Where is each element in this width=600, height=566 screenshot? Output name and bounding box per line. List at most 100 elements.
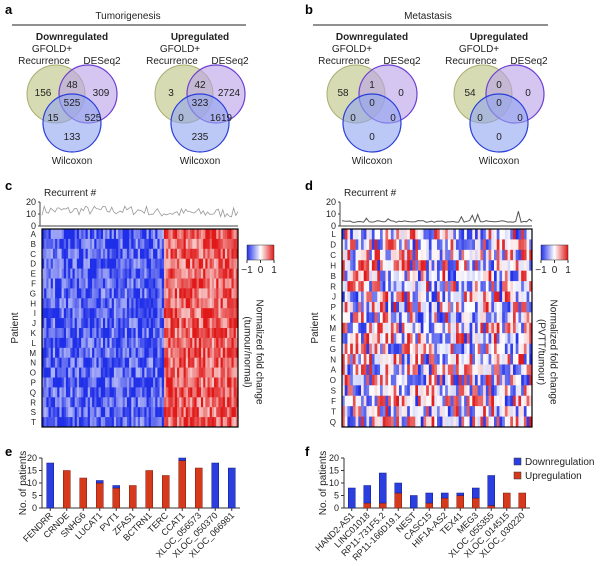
bar-downregulation-CCAT1	[178, 457, 186, 461]
heatmap-cell	[483, 229, 487, 240]
heatmap-cell	[491, 312, 495, 324]
heatmap-cell	[218, 308, 221, 319]
heatmap-cell	[126, 417, 130, 428]
heatmap-cell	[163, 258, 167, 269]
heatmap-cell	[102, 258, 106, 269]
heatmap-cell	[377, 333, 381, 344]
heatmap-cell	[404, 364, 408, 376]
heatmap-cell	[445, 239, 449, 251]
heatmap-cell	[150, 357, 154, 368]
heatmap-cell	[79, 397, 82, 408]
heatmap-cell	[48, 347, 52, 358]
heatmap-cell	[412, 333, 416, 344]
venn-count-only_g: 58	[337, 88, 349, 99]
heatmap-cell	[48, 248, 52, 259]
heatmap-cell	[107, 238, 110, 250]
heatmap-cell	[214, 229, 217, 240]
heatmap-cell	[377, 343, 381, 355]
heatmap-cell	[233, 397, 237, 408]
heatmap-cell	[159, 328, 163, 339]
heatmap-cell	[187, 357, 191, 368]
heatmap-cell	[59, 268, 62, 279]
heatmap-cell	[111, 258, 115, 269]
heatmap-cell	[146, 377, 150, 388]
heatmap-row-label: A	[31, 230, 37, 239]
heatmap-cell	[396, 333, 400, 344]
heatmap-cell	[142, 298, 145, 309]
heatmap-cell	[187, 397, 191, 408]
heatmap-cell	[502, 239, 506, 251]
heatmap-cell	[355, 301, 359, 313]
heatmap-cell	[183, 318, 187, 329]
heatmap-cell	[83, 298, 86, 309]
heatmap-cell	[174, 337, 178, 349]
bar-upregulation-CRNDE	[63, 470, 71, 509]
bar-downregulation-HAND2-AS1	[348, 487, 356, 509]
heatmap-cell	[105, 258, 108, 269]
heatmap-cell	[523, 270, 527, 282]
heatmap-cell	[83, 377, 86, 388]
heatmap-cell	[100, 229, 104, 240]
heatmap-cell	[358, 416, 362, 428]
heatmap-cell	[163, 347, 167, 358]
bar-y-tick: 5	[32, 491, 37, 501]
heatmap-cell	[485, 364, 489, 376]
heatmap-cell	[89, 248, 93, 259]
heatmap-cell	[342, 281, 346, 292]
heatmap-cell	[111, 229, 115, 240]
heatmap-cell	[521, 229, 525, 240]
venn-set-label-wilcoxon: Wilcoxon	[352, 156, 393, 167]
heatmap-cell	[83, 347, 86, 358]
heatmap-cell	[100, 268, 104, 279]
heatmap-row-label: B	[331, 272, 336, 281]
heatmap-cell	[55, 288, 58, 299]
heatmap-cell	[488, 312, 492, 324]
heatmap-cell	[166, 337, 169, 349]
heatmap-cell	[133, 238, 136, 250]
heatmap-cell	[412, 239, 416, 251]
bar-downregulation-NEST	[410, 495, 418, 509]
heatmap-cell	[144, 387, 147, 398]
heatmap-cell	[59, 248, 62, 259]
heatmap-cell	[50, 308, 54, 319]
heatmap-cell	[488, 249, 492, 261]
bar-upregulation-SNHG6	[79, 477, 87, 509]
heatmap-cell	[366, 301, 370, 313]
heatmap-cell	[220, 337, 224, 349]
heatmap-cell	[144, 318, 147, 329]
heatmap-cell	[529, 322, 533, 334]
heatmap-cell	[404, 416, 408, 428]
heatmap-cell	[124, 407, 128, 418]
heatmap-cell	[87, 328, 91, 339]
heatmap-cell	[211, 347, 215, 358]
heatmap-cell	[445, 406, 449, 417]
heatmap-cell	[79, 258, 82, 269]
heatmap-cell	[442, 333, 446, 344]
heatmap-cell	[388, 322, 392, 334]
heatmap-cell	[404, 301, 408, 313]
heatmap-cell	[157, 377, 160, 388]
heatmap-cell	[469, 406, 473, 417]
heatmap-cell	[485, 395, 489, 407]
heatmap-cell	[144, 407, 147, 418]
heatmap-cell	[192, 397, 195, 408]
heatmap-cell	[420, 249, 424, 261]
heatmap-cell	[211, 318, 215, 329]
panel-label-e: e	[5, 444, 12, 459]
heatmap-cell	[61, 417, 65, 428]
heatmap-cell	[439, 354, 443, 365]
heatmap-cell	[209, 337, 213, 349]
heatmap-cell	[179, 407, 182, 418]
heatmap-cell	[140, 407, 143, 418]
heatmap-cell	[366, 281, 370, 292]
heatmap-cell	[105, 268, 108, 279]
heatmap-cell	[477, 322, 481, 334]
heatmap-cell	[523, 343, 527, 355]
heatmap-cell	[142, 268, 145, 279]
heatmap-cell	[207, 268, 210, 279]
heatmap-cell	[192, 318, 195, 329]
heatmap-cell	[415, 406, 419, 417]
heatmap-cell	[369, 354, 373, 365]
heatmap-cell	[135, 377, 139, 388]
heatmap-cell	[229, 387, 232, 398]
